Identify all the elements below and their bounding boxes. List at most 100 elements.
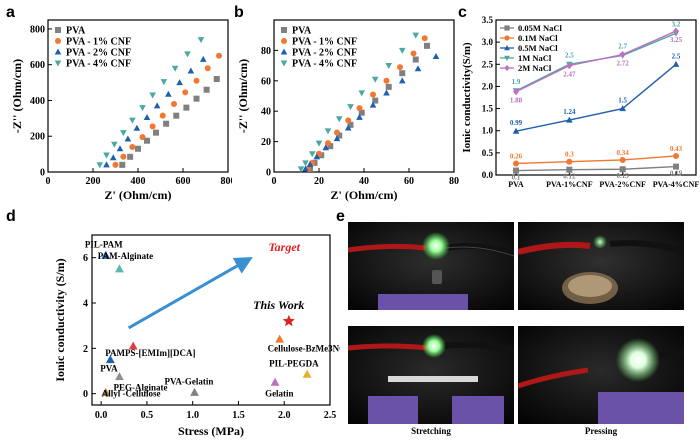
- data-point: [171, 101, 177, 108]
- data-point: [347, 104, 354, 111]
- data-point: [397, 64, 403, 71]
- data-point: [313, 153, 321, 160]
- legend-entry: 1M NaCl: [518, 53, 552, 63]
- data-point: [197, 37, 205, 44]
- data-point: [111, 141, 118, 148]
- data-point: [566, 158, 573, 165]
- panel-label-b: b: [234, 4, 244, 21]
- legend-marker: [504, 35, 510, 41]
- legend-entry: 2M NaCl: [518, 63, 552, 73]
- legend-entry: 0.5M NaCl: [518, 43, 558, 53]
- y-tick-label: 1.0: [482, 126, 494, 136]
- data-point: [105, 355, 115, 364]
- x-tick-label: 2.0: [278, 410, 291, 421]
- data-point: [324, 128, 332, 135]
- data-point: [335, 116, 343, 123]
- data-point: [619, 156, 626, 163]
- data-point: [385, 63, 393, 70]
- data-point: [135, 145, 141, 152]
- data-point: [128, 341, 138, 350]
- trend-arrow: [127, 256, 253, 330]
- x-tick-label: 0: [272, 176, 277, 187]
- legend-entry: PVA - 2% CNF: [292, 48, 357, 59]
- legend-marker: [281, 27, 287, 33]
- data-point: [566, 116, 573, 123]
- data-label: 2.47: [563, 71, 576, 79]
- y-tick-label: 0.0: [482, 170, 494, 180]
- data-label: 0.1: [512, 174, 521, 182]
- point-label: Cellulose-BzMe3NOH: [268, 343, 340, 353]
- data-point: [302, 165, 309, 172]
- point-label: PVA-Gelatin: [165, 377, 214, 387]
- data-point: [383, 77, 390, 84]
- y-tick-label: 1.5: [482, 104, 494, 114]
- point-label: PAM-Alginate: [98, 251, 153, 261]
- photo-circuit-led-off: [518, 222, 684, 310]
- data-point: [153, 102, 161, 109]
- data-point: [153, 129, 159, 136]
- point-label: This Work: [253, 298, 304, 312]
- data-label: 1.9: [512, 78, 521, 86]
- legend-marker: [281, 38, 287, 44]
- data-point: [566, 166, 573, 173]
- data-point: [358, 90, 366, 97]
- data-point: [512, 127, 520, 134]
- data-point: [275, 334, 285, 343]
- y-tick-label: 20: [261, 137, 271, 148]
- data-point: [282, 314, 295, 327]
- legend-entry: 0.1M NaCl: [518, 33, 558, 43]
- y-axis-label: -Z'' (Ohm/cm): [236, 59, 250, 133]
- y-tick-label: 800: [30, 24, 45, 35]
- x-tick-label: PVA-1%CNF: [546, 180, 593, 189]
- data-point: [412, 32, 420, 39]
- data-point: [109, 154, 117, 161]
- data-point: [566, 62, 573, 70]
- y-tick-label: 0: [266, 168, 271, 179]
- data-point: [115, 372, 124, 381]
- data-label: 0.26: [510, 152, 523, 160]
- data-point: [371, 76, 379, 83]
- data-point: [369, 101, 377, 108]
- data-point: [101, 387, 111, 396]
- point-label: PIL-PAM: [85, 239, 123, 249]
- data-point: [383, 89, 390, 96]
- data-point: [183, 104, 190, 111]
- data-label: 1.88: [510, 97, 523, 105]
- data-point: [325, 140, 331, 147]
- y-tick-label: 6: [83, 253, 88, 264]
- data-point: [672, 60, 680, 67]
- data-point: [204, 65, 211, 72]
- legend-marker: [54, 60, 62, 67]
- data-point: [96, 162, 104, 169]
- data-point: [149, 123, 156, 130]
- data-point: [165, 90, 172, 97]
- point-label: Gelatin: [265, 388, 294, 398]
- panel-label-c: c: [458, 4, 467, 21]
- data-point: [513, 160, 519, 167]
- caption-stretching: Stretching: [411, 426, 451, 436]
- data-point: [120, 153, 127, 160]
- y-tick-label: 80: [261, 46, 271, 57]
- x-tick-label: 80: [449, 176, 459, 187]
- plot-frame: [495, 19, 697, 176]
- data-label: 2.7: [618, 42, 627, 50]
- x-axis-label: Z' (Ohm/cm): [331, 188, 398, 202]
- data-point: [144, 137, 150, 144]
- data-label: 1.24: [563, 108, 576, 116]
- point-label: Allyl -Cellulose: [102, 389, 161, 399]
- y-tick-label: 400: [30, 96, 45, 107]
- data-point: [297, 166, 305, 173]
- data-point: [619, 166, 626, 173]
- y-tick-label: 3.0: [482, 37, 494, 47]
- photo-pressing-idle: [518, 222, 684, 310]
- x-axis-label: Stress (MPa): [178, 424, 244, 438]
- legend-marker: [280, 48, 288, 55]
- data-point: [412, 56, 419, 63]
- data-label: 0.19: [670, 170, 683, 178]
- legend-entry: PVA - 1% CNF: [66, 37, 131, 48]
- legend-marker: [55, 27, 61, 33]
- data-label: 0.12: [563, 173, 576, 181]
- data-label: 0.34: [617, 149, 630, 157]
- y-tick-label: 600: [30, 60, 45, 71]
- data-point: [163, 120, 170, 127]
